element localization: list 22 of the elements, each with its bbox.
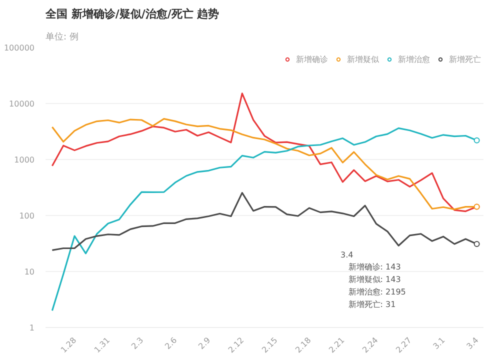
legend-label: 新增疑似	[347, 54, 379, 64]
chart-subtitle: 单位: 例	[46, 32, 78, 42]
annotation: 新增确诊: 143	[348, 262, 401, 272]
legend-label: 新增确诊	[296, 54, 328, 64]
y-tick-label: 100000	[4, 44, 35, 52]
y-tick-label: 1	[29, 324, 35, 332]
y-tick-label: 100	[19, 212, 35, 220]
annotation: 新增疑似: 143	[348, 274, 401, 284]
chart-title: 全国 新增确诊/疑似/治愈/死亡 趋势	[44, 8, 220, 20]
annotation: 新增死亡: 31	[348, 300, 396, 309]
x-tick-label: 2.6	[163, 336, 179, 352]
legend-label: 新增治愈	[398, 54, 430, 64]
y-tick-label: 10000	[9, 100, 35, 108]
x-tick-label: 2.9	[196, 336, 212, 352]
annotation: 3.4	[340, 250, 354, 260]
legend-label: 新增死亡	[449, 54, 481, 64]
y-tick-label: 10	[24, 268, 35, 276]
y-tick-label: 1000	[14, 156, 34, 164]
x-tick-label: 2.3	[130, 336, 146, 352]
annotation: 新增治愈: 2195	[348, 287, 406, 296]
x-tick-label: 3.4	[464, 336, 480, 352]
x-tick-label: 3.1	[431, 336, 447, 352]
